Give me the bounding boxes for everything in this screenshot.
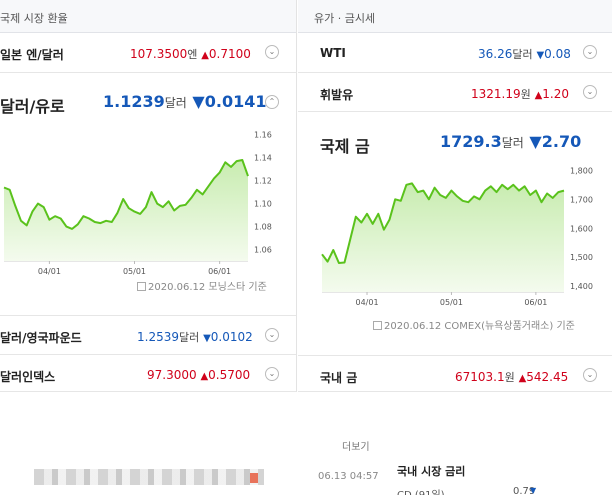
series-line bbox=[3, 159, 249, 230]
chevron-up-icon[interactable]: ⌃ bbox=[265, 95, 279, 109]
up-arrow-icon: ▲ bbox=[518, 373, 527, 384]
chevron-down-icon[interactable]: ⌄ bbox=[583, 368, 597, 382]
x-tick-label: 06/01 bbox=[524, 298, 547, 307]
chart-source: 2020.06.12 모닝스타 기준 bbox=[137, 278, 267, 293]
row-name: 휘발유 bbox=[320, 88, 354, 102]
x-tick-label: 04/01 bbox=[38, 267, 61, 275]
rate-cd-name: CD (91일) bbox=[397, 486, 445, 495]
row-value: 107.3500엔 ▲0.7100 bbox=[130, 47, 251, 61]
y-tick-label: 1,800 bbox=[570, 166, 593, 175]
row-value: 1321.19원 ▲1.20 bbox=[471, 87, 569, 101]
chevron-down-icon[interactable]: ⌄ bbox=[265, 367, 279, 381]
down-arrow-icon: ▼ bbox=[536, 50, 545, 61]
row-value: 97.3000 ▲0.5700 bbox=[147, 368, 251, 382]
commodity-row-intl-gold-expanded[interactable]: 국제 금 1729.3달러 ▼2.70 1,400 1,500 1,600 1,700… bbox=[298, 112, 612, 356]
down-arrow-icon: ▼ bbox=[192, 92, 205, 111]
featured-name: 국제 금 bbox=[320, 137, 370, 156]
more-link[interactable]: 더보기 bbox=[342, 442, 370, 453]
row-value: 36.26달러 ▼0.08 bbox=[478, 47, 571, 61]
panel-header-oil-gold: 유가 · 금시세 bbox=[298, 0, 612, 33]
chart-source-icon bbox=[137, 282, 146, 291]
row-name: 달러/영국파운드 bbox=[0, 331, 82, 345]
series-area bbox=[322, 183, 564, 292]
news-badge bbox=[250, 473, 258, 483]
row-name: 국내 금 bbox=[320, 371, 358, 385]
chart-source: 2020.06.12 COMEX(뉴욕상품거래소) 기준 bbox=[373, 317, 575, 332]
featured-value: 1.1239달러 ▼0.0141 bbox=[103, 92, 267, 111]
x-tick-label: 04/01 bbox=[355, 298, 378, 307]
news-timestamp: 06.13 04:57 bbox=[318, 471, 379, 482]
y-tick-label: 1.14 bbox=[254, 154, 272, 163]
down-arrow-icon: ▼ bbox=[530, 486, 537, 495]
news-headline-blurred[interactable] bbox=[34, 469, 264, 485]
chevron-down-icon[interactable]: ⌄ bbox=[265, 45, 279, 59]
y-tick-label: 1.06 bbox=[254, 246, 272, 255]
row-name: WTI bbox=[320, 46, 346, 60]
series-line bbox=[321, 182, 565, 264]
row-name: 달러인덱스 bbox=[0, 370, 56, 384]
row-name: 일본 엔/달러 bbox=[0, 48, 64, 62]
row-value: 67103.1원 ▲542.45 bbox=[455, 370, 569, 384]
y-tick-label: 1.16 bbox=[254, 131, 272, 140]
panel-header-exchange: 국제 시장 환율 bbox=[0, 0, 296, 33]
y-tick-label: 1.12 bbox=[254, 177, 272, 186]
y-tick-label: 1,700 bbox=[570, 195, 593, 204]
rate-cd-value: 0.79 bbox=[513, 486, 536, 495]
commodity-row-domestic-gold[interactable]: 국내 금 67103.1원 ▲542.45 ⌄ bbox=[298, 356, 612, 392]
oil-gold-panel: 유가 · 금시세 WTI 36.26달러 ▼0.08 ⌄ 휘발유 1321.19… bbox=[298, 0, 612, 392]
featured-value: 1729.3달러 ▼2.70 bbox=[440, 132, 582, 151]
intl-gold-chart: 1,400 1,500 1,600 1,700 1,800 04/01 05/01 06/01 bbox=[321, 166, 593, 307]
row-value: 1.2539달러 ▼0.0102 bbox=[137, 330, 253, 344]
x-tick-label: 06/01 bbox=[208, 267, 231, 275]
y-tick-label: 1.10 bbox=[254, 200, 272, 209]
rate-row-dollar-index[interactable]: 달러인덱스 97.3000 ▲0.5700 ⌄ bbox=[0, 355, 296, 392]
down-arrow-icon: ▼ bbox=[203, 333, 211, 344]
chevron-down-icon[interactable]: ⌄ bbox=[265, 328, 279, 342]
rate-row-usd-eur-expanded[interactable]: 달러/유로 1.1239달러 ▼0.0141 ⌃ 1.06 1.08 1.10 1.1… bbox=[0, 73, 296, 316]
series-area bbox=[4, 160, 248, 261]
usd-eur-chart: 1.06 1.08 1.10 1.12 1.14 1.16 04/01 05/01 06/01 bbox=[3, 131, 272, 275]
chart-source-icon bbox=[373, 321, 382, 330]
down-arrow-icon: ▼ bbox=[529, 132, 542, 151]
commodity-row-gasoline[interactable]: 휘발유 1321.19원 ▲1.20 ⌄ bbox=[298, 73, 612, 112]
y-tick-label: 1.08 bbox=[254, 223, 272, 232]
rate-row-jpy-usd[interactable]: 일본 엔/달러 107.3500엔 ▲0.7100 ⌄ bbox=[0, 33, 296, 73]
featured-name: 달러/유로 bbox=[0, 97, 65, 116]
exchange-rate-panel: 국제 시장 환율 일본 엔/달러 107.3500엔 ▲0.7100 ⌄ 달러/… bbox=[0, 0, 297, 392]
x-tick-label: 05/01 bbox=[123, 267, 146, 275]
rate-row-usd-gbp[interactable]: 달러/영국파운드 1.2539달러 ▼0.0102 ⌄ bbox=[0, 316, 296, 355]
chevron-down-icon[interactable]: ⌄ bbox=[583, 45, 597, 59]
up-arrow-icon: ▲ bbox=[534, 90, 543, 101]
domestic-rate-title: 국내 시장 금리 bbox=[397, 465, 466, 478]
x-tick-label: 05/01 bbox=[440, 298, 463, 307]
up-arrow-icon: ▲ bbox=[200, 371, 209, 382]
y-tick-label: 1,500 bbox=[570, 253, 593, 262]
commodity-row-wti[interactable]: WTI 36.26달러 ▼0.08 ⌄ bbox=[298, 33, 612, 73]
y-tick-label: 1,400 bbox=[570, 282, 593, 291]
up-arrow-icon: ▲ bbox=[201, 50, 209, 61]
y-tick-label: 1,600 bbox=[570, 224, 593, 233]
chevron-down-icon[interactable]: ⌄ bbox=[583, 85, 597, 99]
